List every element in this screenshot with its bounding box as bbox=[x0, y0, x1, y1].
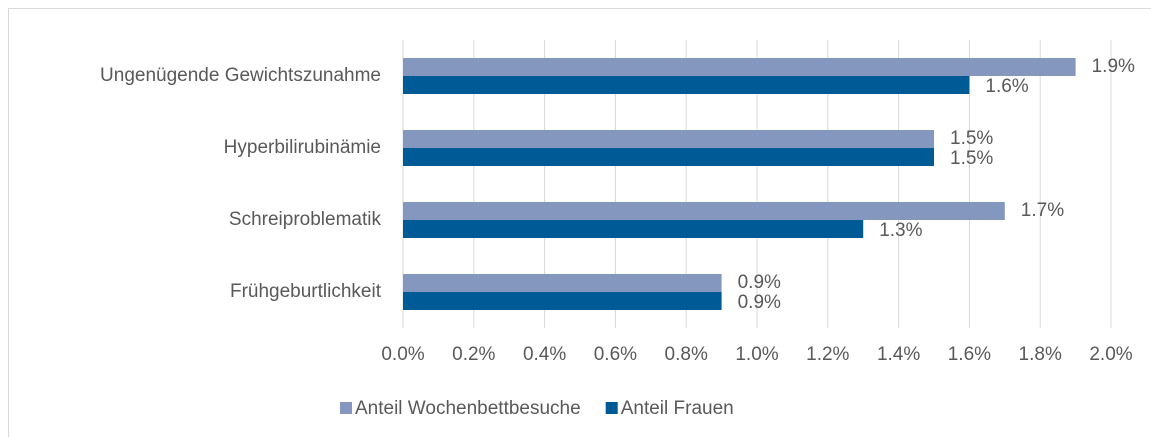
y-tick-label: Ungenügende Gewichtszunahme bbox=[100, 65, 381, 86]
legend-swatch bbox=[340, 402, 352, 414]
chart-frame bbox=[8, 8, 1151, 437]
data-label: 1.3% bbox=[879, 220, 922, 241]
x-tick-label: 2.0% bbox=[1089, 344, 1132, 365]
data-label: 0.9% bbox=[738, 292, 781, 313]
x-tick-label: 1.6% bbox=[948, 344, 991, 365]
data-label: 1.9% bbox=[1092, 56, 1135, 77]
x-tick-label: 0.0% bbox=[381, 344, 424, 365]
x-tick-label: 1.8% bbox=[1019, 344, 1062, 365]
bar bbox=[403, 292, 722, 310]
y-tick-label: Frühgeburtlichkeit bbox=[230, 281, 382, 302]
x-tick-label: 0.6% bbox=[594, 344, 637, 365]
x-tick-label: 0.4% bbox=[523, 344, 566, 365]
legend-label: Anteil Frauen bbox=[621, 398, 734, 419]
y-tick-label: Schreiproblematik bbox=[229, 209, 382, 230]
bar bbox=[403, 220, 864, 238]
y-tick-label: Hyperbilirubinämie bbox=[224, 137, 381, 158]
data-label: 1.6% bbox=[985, 76, 1028, 97]
legend-label: Anteil Wochenbettbesuche bbox=[355, 398, 581, 419]
bar bbox=[403, 274, 722, 292]
data-label: 0.9% bbox=[738, 272, 781, 293]
bar bbox=[403, 202, 1005, 220]
bar bbox=[403, 148, 934, 166]
data-label: 1.5% bbox=[950, 148, 993, 169]
bar bbox=[403, 130, 934, 148]
data-label: 1.7% bbox=[1021, 200, 1064, 221]
bar bbox=[403, 76, 970, 94]
x-tick-label: 1.4% bbox=[877, 344, 920, 365]
bar bbox=[403, 58, 1076, 76]
x-tick-label: 1.0% bbox=[735, 344, 778, 365]
legend-swatch bbox=[605, 402, 618, 414]
x-tick-label: 0.8% bbox=[665, 344, 708, 365]
x-tick-label: 1.2% bbox=[806, 344, 849, 365]
x-tick-label: 0.2% bbox=[452, 344, 495, 365]
data-label: 1.5% bbox=[950, 128, 993, 149]
